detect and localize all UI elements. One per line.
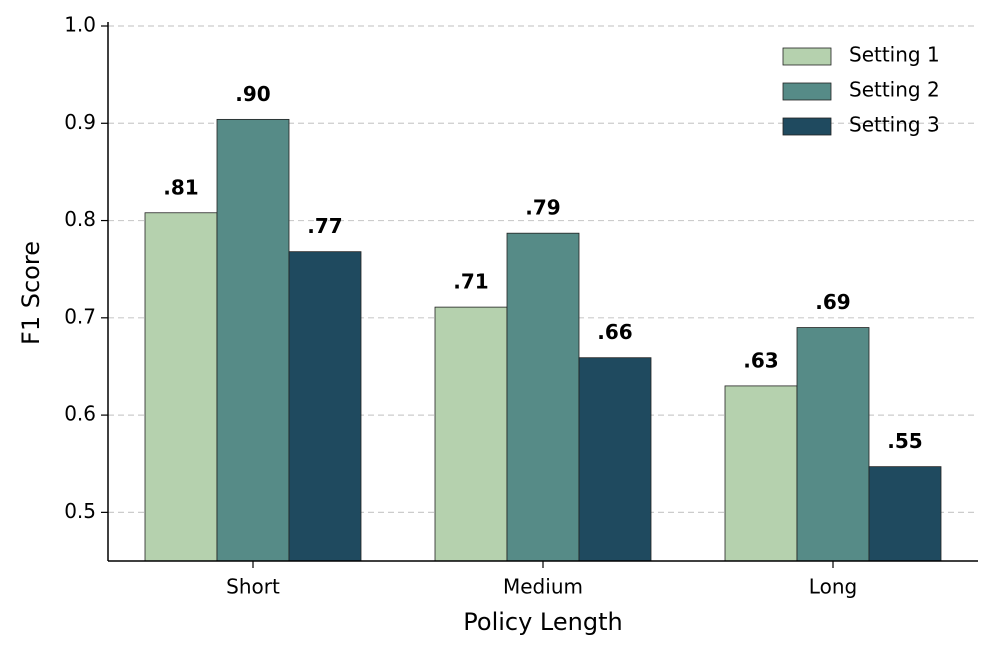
legend-label: Setting 3 xyxy=(849,113,940,137)
y-tick-label: 0.7 xyxy=(64,304,96,328)
bar xyxy=(434,306,508,562)
y-tick-label: 0.9 xyxy=(64,110,96,134)
value-label: .81 xyxy=(163,175,198,199)
legend-label: Setting 1 xyxy=(849,43,940,67)
value-label: .63 xyxy=(743,348,778,372)
bar xyxy=(578,357,652,562)
y-tick-label: 0.5 xyxy=(64,499,96,523)
bar xyxy=(724,385,798,562)
bar xyxy=(144,212,218,562)
value-label: .90 xyxy=(235,82,270,106)
value-label: .71 xyxy=(453,270,488,294)
value-label: .66 xyxy=(597,320,632,344)
value-label: .77 xyxy=(307,214,342,238)
bar xyxy=(506,232,580,562)
bar xyxy=(796,327,870,562)
y-tick-label: 0.6 xyxy=(64,402,96,426)
y-tick-label: 0.8 xyxy=(64,207,96,231)
y-tick-label: 1.0 xyxy=(64,13,96,37)
legend-label: Setting 2 xyxy=(849,78,940,102)
bar xyxy=(216,118,290,562)
x-tick-label: Short xyxy=(226,575,280,599)
bar xyxy=(288,251,362,562)
y-axis-title: F1 Score xyxy=(17,241,45,345)
legend-swatch xyxy=(782,47,832,66)
legend-swatch xyxy=(782,82,832,101)
legend-swatch xyxy=(782,117,832,136)
bar xyxy=(868,466,942,562)
x-tick-label: Medium xyxy=(503,575,583,599)
x-axis-title: Policy Length xyxy=(463,608,622,636)
x-tick-label: Long xyxy=(809,575,857,599)
value-label: .79 xyxy=(525,196,560,220)
value-label: .55 xyxy=(887,429,922,453)
value-label: .69 xyxy=(815,290,850,314)
